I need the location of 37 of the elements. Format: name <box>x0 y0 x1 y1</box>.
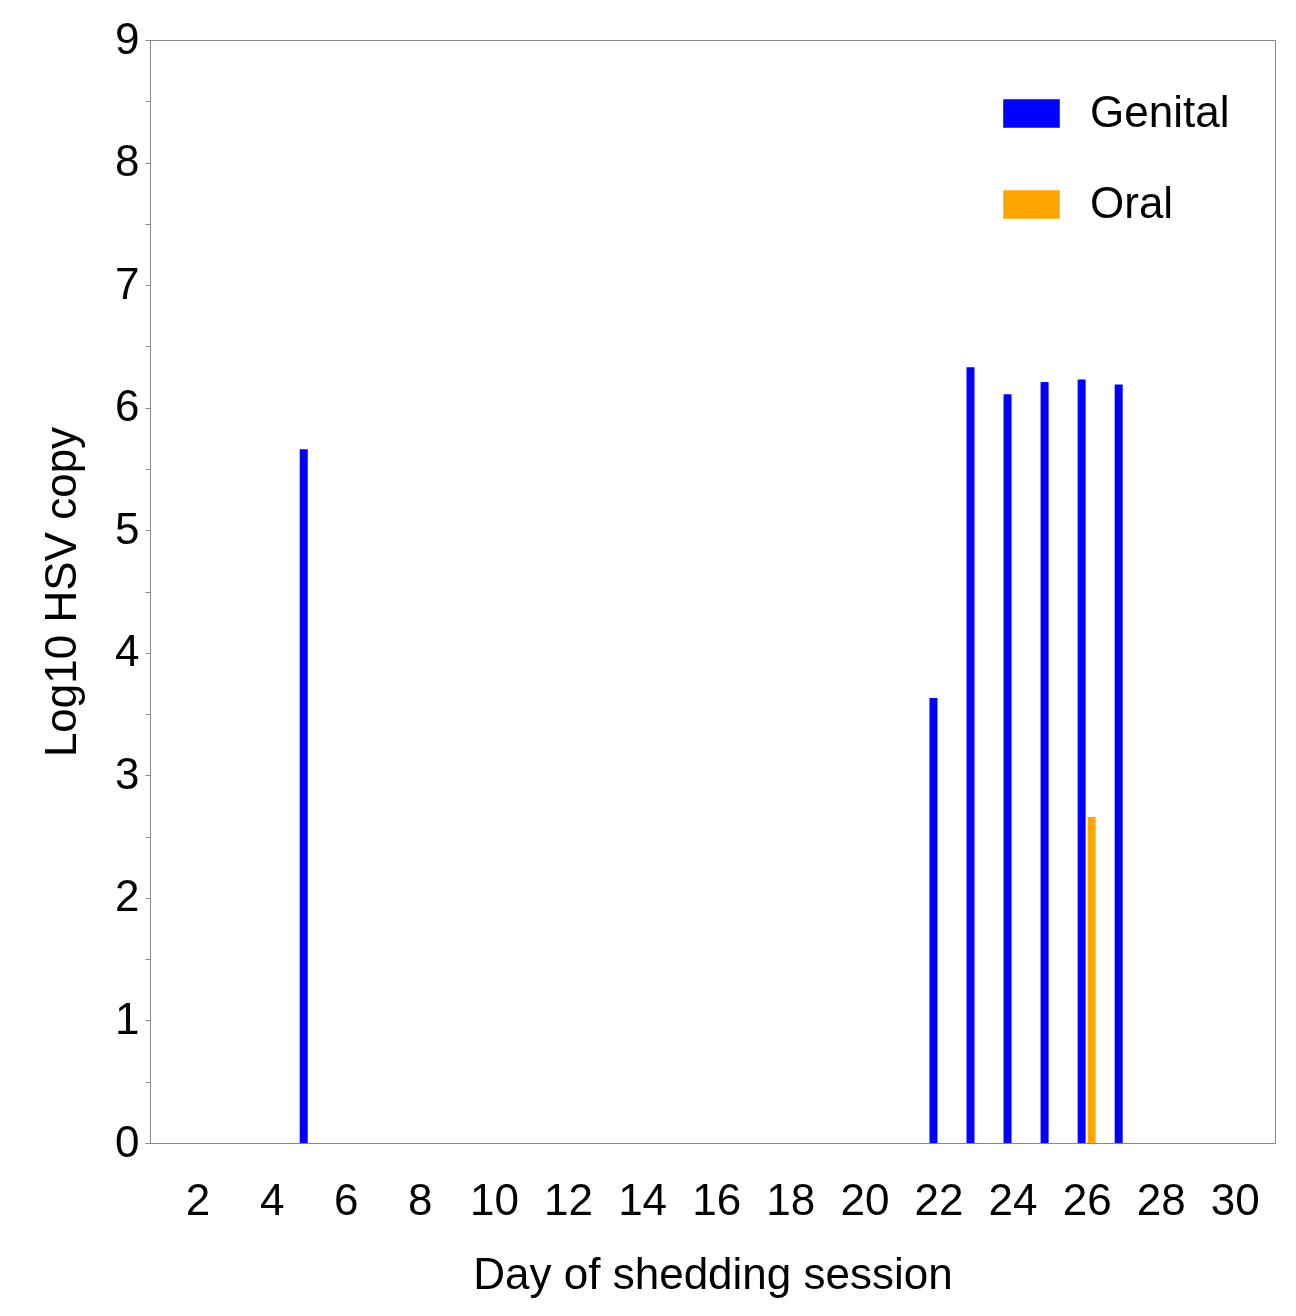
x-tick-label: 24 <box>988 1174 1038 1224</box>
bar <box>299 449 308 1143</box>
y-tick-label: 3 <box>115 748 140 798</box>
x-tick-label: 14 <box>618 1174 668 1224</box>
legend-label: Oral <box>1090 177 1174 227</box>
y-tick-label: 2 <box>115 871 140 921</box>
bar <box>1040 381 1049 1143</box>
bar <box>1077 379 1086 1143</box>
x-tick-label: 30 <box>1210 1174 1260 1224</box>
x-axis-title: Day of shedding session <box>473 1248 953 1298</box>
x-tick-label: 20 <box>840 1174 890 1224</box>
x-tick-label: 2 <box>185 1174 211 1224</box>
x-tick-label: 8 <box>408 1174 433 1224</box>
x-tick-label: 16 <box>692 1174 742 1224</box>
x-tick-label: 12 <box>544 1174 594 1224</box>
x-tick-label: 6 <box>334 1174 359 1224</box>
x-tick-label: 10 <box>469 1174 519 1224</box>
y-tick-label: 0 <box>115 1116 140 1166</box>
y-tick-label: 5 <box>115 503 140 553</box>
y-tick-label: 4 <box>115 626 140 676</box>
y-tick-label: 6 <box>115 381 140 431</box>
x-tick-label: 22 <box>914 1174 964 1224</box>
y-axis-title: Log10 HSV copy <box>36 426 86 758</box>
y-tick-label: 8 <box>115 136 140 186</box>
x-tick-label: 28 <box>1136 1174 1186 1224</box>
x-tick-label: 4 <box>259 1174 285 1224</box>
bar <box>966 367 975 1143</box>
y-tick-label: 7 <box>115 258 140 308</box>
bar <box>1114 384 1123 1143</box>
bar <box>929 698 938 1143</box>
x-tick-label: 26 <box>1062 1174 1112 1224</box>
bar <box>1087 817 1096 1143</box>
legend-label: Genital <box>1090 86 1230 136</box>
bar <box>1003 394 1012 1143</box>
y-tick-label: 1 <box>115 993 140 1043</box>
x-tick-label: 18 <box>766 1174 816 1224</box>
y-tick-label: 9 <box>115 13 140 63</box>
